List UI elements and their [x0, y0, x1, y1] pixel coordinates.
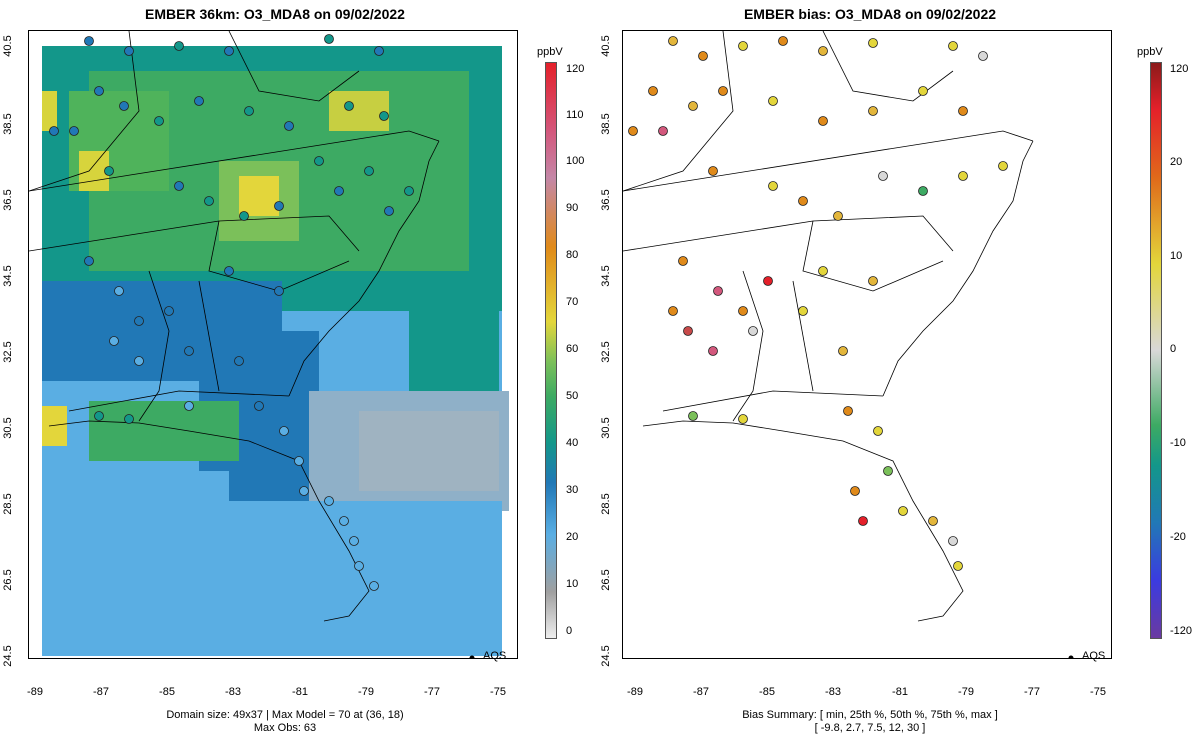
- colorbar-tick: 20: [1170, 156, 1183, 168]
- colorbar-tick: 120: [566, 63, 585, 75]
- aqs-legend-label: AQS: [1082, 650, 1106, 662]
- y-tick: 24.5: [600, 645, 612, 667]
- bias-map-svg: [623, 31, 1074, 658]
- bias-colorbar: [1150, 62, 1162, 639]
- model-map-title: EMBER 36km: O3_MDA8 on 09/02/2022: [145, 6, 405, 22]
- x-tick: -81: [292, 686, 308, 698]
- aqs-legend-label: AQS: [483, 650, 507, 662]
- y-tick: 30.5: [2, 417, 14, 439]
- x-tick: -87: [93, 686, 109, 698]
- x-tick: -77: [1024, 686, 1040, 698]
- colorbar-tick: 0: [566, 625, 573, 637]
- bias-summary-line2: [ -9.8, 2.7, 7.5, 12, 30 ]: [814, 722, 926, 734]
- x-tick: -77: [424, 686, 440, 698]
- colorbar-tick: 70: [566, 296, 579, 308]
- colorbar-tick: 50: [566, 390, 579, 402]
- bias-map-title: EMBER bias: O3_MDA8 on 09/02/2022: [743, 6, 997, 22]
- model-colorbar-units: ppbV: [537, 46, 563, 58]
- model-colorbar: [545, 62, 557, 639]
- y-tick: 26.5: [2, 569, 14, 591]
- model-footer-line2: Max Obs: 63: [253, 722, 317, 734]
- colorbar-tick: 0: [1170, 343, 1177, 355]
- y-tick: 28.5: [2, 493, 14, 515]
- y-tick: 38.5: [2, 113, 14, 135]
- x-tick: -79: [958, 686, 974, 698]
- x-tick: -89: [627, 686, 643, 698]
- y-tick: 34.5: [600, 265, 612, 287]
- y-tick: 32.5: [2, 341, 14, 363]
- colorbar-tick: 120: [1170, 63, 1189, 75]
- x-tick: -85: [159, 686, 175, 698]
- colorbar-tick: 110: [566, 109, 584, 121]
- model-map-plot[interactable]: [28, 30, 518, 659]
- bias-panel: EMBER bias: O3_MDA8 on 09/02/2022: [600, 0, 1200, 750]
- y-tick: 34.5: [2, 265, 14, 287]
- state-boundaries: [623, 31, 1034, 622]
- colorbar-tick: 20: [566, 531, 579, 543]
- y-tick: 38.5: [600, 113, 612, 135]
- model-panel: EMBER 36km: O3_MDA8 on 09/02/2022: [2, 6, 585, 734]
- model-footer-line1: Domain size: 49x37 | Max Model = 70 at (…: [166, 709, 404, 721]
- colorbar-tick: 10: [566, 578, 579, 590]
- x-tick: -85: [759, 686, 775, 698]
- colorbar-tick: 80: [566, 249, 579, 261]
- y-tick: 40.5: [600, 35, 612, 57]
- x-tick: -79: [358, 686, 374, 698]
- colorbar-tick: 30: [566, 484, 579, 496]
- bias-map-plot[interactable]: [622, 30, 1112, 659]
- colorbar-tick: 60: [566, 343, 579, 355]
- aqs-legend-dot: [469, 655, 475, 658]
- colorbar-tick: -120: [1170, 625, 1193, 637]
- state-boundaries: [29, 31, 440, 622]
- bias-observations: [628, 36, 1008, 571]
- y-tick: 32.5: [600, 341, 612, 363]
- y-tick: 36.5: [600, 189, 612, 211]
- x-tick: -83: [225, 686, 241, 698]
- colorbar-tick: 10: [1170, 250, 1183, 262]
- x-tick: -89: [27, 686, 43, 698]
- x-tick: -75: [490, 686, 506, 698]
- y-tick: 28.5: [600, 493, 612, 515]
- x-tick: -83: [825, 686, 841, 698]
- colorbar-tick: 100: [566, 155, 585, 167]
- model-map-svg: [29, 31, 509, 658]
- x-tick: -87: [693, 686, 709, 698]
- x-tick: -75: [1090, 686, 1106, 698]
- colorbar-tick: 90: [566, 202, 579, 214]
- model-grid: [42, 46, 509, 656]
- y-tick: 26.5: [600, 569, 612, 591]
- bias-colorbar-units: ppbV: [1137, 46, 1163, 58]
- colorbar-tick: 40: [566, 437, 579, 449]
- y-tick: 30.5: [600, 417, 612, 439]
- aqs-observations: [49, 34, 414, 591]
- colorbar-tick: -10: [1170, 437, 1186, 449]
- y-tick: 36.5: [2, 189, 14, 211]
- y-tick: 40.5: [2, 35, 14, 57]
- colorbar-tick: -20: [1170, 531, 1186, 543]
- y-tick: 24.5: [2, 645, 14, 667]
- bias-summary-line1: Bias Summary: [ min, 25th %, 50th %, 75t…: [742, 709, 998, 721]
- aqs-legend-dot: [1068, 655, 1074, 658]
- x-tick: -81: [892, 686, 908, 698]
